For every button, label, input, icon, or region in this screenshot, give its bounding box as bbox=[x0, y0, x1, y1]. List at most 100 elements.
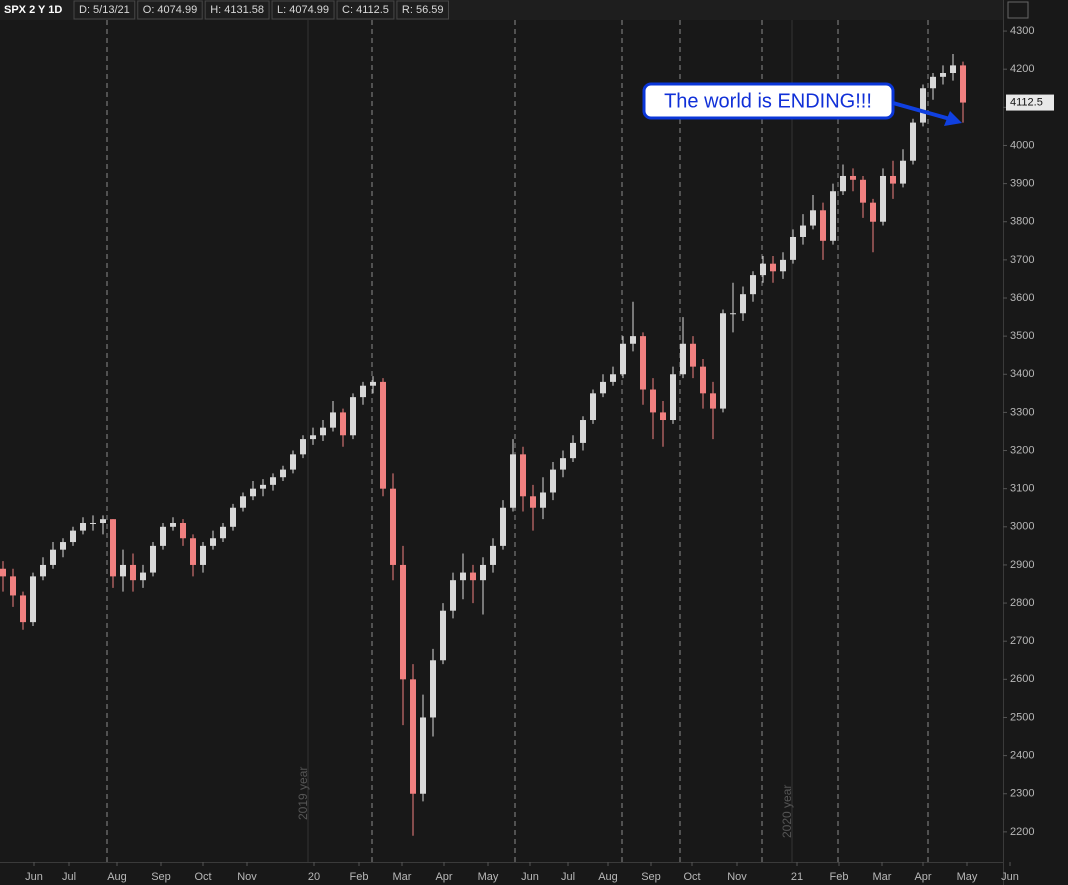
candle-body bbox=[160, 526, 166, 546]
header-box bbox=[336, 0, 395, 20]
y-tick-label: 3200 bbox=[1010, 444, 1034, 456]
candle-body bbox=[470, 572, 476, 581]
candle-body bbox=[830, 191, 836, 241]
candle-body bbox=[900, 160, 906, 184]
candle-body bbox=[680, 343, 686, 375]
x-tick-label: Mar bbox=[393, 871, 412, 883]
candle-body bbox=[330, 412, 336, 428]
y-tick-label: 4000 bbox=[1010, 139, 1034, 151]
candle-body bbox=[230, 507, 236, 527]
candle-body bbox=[670, 374, 676, 421]
candle-body bbox=[780, 259, 786, 272]
y-tick-label: 2600 bbox=[1010, 673, 1034, 685]
candle-body bbox=[10, 576, 16, 596]
header-field: O: 4074.99 bbox=[143, 4, 197, 16]
candle-body bbox=[400, 564, 406, 680]
candle-body bbox=[650, 389, 656, 413]
candle-body bbox=[590, 393, 596, 421]
candle-body bbox=[60, 542, 66, 550]
y-tick-label: 3800 bbox=[1010, 216, 1034, 228]
candle-body bbox=[360, 385, 366, 398]
x-tick-label: Sep bbox=[641, 871, 661, 883]
x-tick-label: Jun bbox=[25, 871, 43, 883]
candle-body bbox=[960, 65, 966, 103]
y-tick-label: 2500 bbox=[1010, 711, 1034, 723]
y-tick-label: 3000 bbox=[1010, 521, 1034, 533]
header-box bbox=[396, 0, 450, 20]
candle-body bbox=[660, 412, 666, 421]
candle-body bbox=[460, 572, 466, 581]
candle-body bbox=[340, 412, 346, 436]
candle-body bbox=[20, 595, 26, 623]
y-tick-label: 4300 bbox=[1010, 25, 1034, 37]
candle-body bbox=[920, 88, 926, 123]
candle-body bbox=[690, 343, 696, 367]
x-tick-label: Jul bbox=[561, 871, 575, 883]
candle-body bbox=[820, 210, 826, 241]
candle-body bbox=[810, 210, 816, 226]
candle-body bbox=[170, 522, 176, 527]
candle-body bbox=[760, 263, 766, 276]
candle-body bbox=[880, 175, 886, 222]
candle-body bbox=[260, 484, 266, 489]
candle-body bbox=[0, 568, 6, 577]
annotation-box bbox=[642, 82, 895, 120]
x-tick-label: Jun bbox=[1001, 871, 1019, 883]
header-box bbox=[73, 0, 136, 20]
candle-body bbox=[710, 393, 716, 409]
candle-body bbox=[750, 275, 756, 295]
candle-body bbox=[480, 564, 486, 581]
annotation-text: The world is ENDING!!! bbox=[664, 90, 872, 112]
candle-body bbox=[40, 564, 46, 577]
y-tick-label: 2200 bbox=[1010, 826, 1034, 838]
candle-body bbox=[390, 488, 396, 565]
candle-body bbox=[420, 717, 426, 794]
x-tick-label: Aug bbox=[107, 871, 127, 883]
y-tick-label: 3100 bbox=[1010, 483, 1034, 495]
candle-body bbox=[290, 454, 296, 470]
x-tick-label: 21 bbox=[791, 871, 803, 883]
candle-body bbox=[770, 263, 776, 272]
y-tick-label: 2400 bbox=[1010, 750, 1034, 762]
candle-body bbox=[300, 439, 306, 455]
x-tick-label: Mar bbox=[873, 871, 892, 883]
x-tick-label: Nov bbox=[237, 871, 257, 883]
candle-body bbox=[30, 576, 36, 623]
candle-body bbox=[150, 545, 156, 573]
x-tick-label: Oct bbox=[683, 871, 700, 883]
candle-body bbox=[580, 420, 586, 443]
year-lines bbox=[307, 20, 793, 862]
candle-body bbox=[220, 526, 226, 539]
candle-body bbox=[250, 488, 256, 497]
header-field: L: 4074.99 bbox=[277, 4, 329, 16]
candle-body bbox=[190, 538, 196, 565]
candle-body bbox=[120, 564, 126, 577]
header-field: H: 4131.58 bbox=[210, 4, 264, 16]
x-tick-label: May bbox=[478, 871, 499, 883]
x-tick-label: Oct bbox=[194, 871, 211, 883]
toolbar-icon[interactable] bbox=[1007, 1, 1029, 19]
candle-body bbox=[320, 427, 326, 436]
candle-body bbox=[130, 564, 136, 581]
candle-body bbox=[950, 65, 956, 74]
header-box bbox=[204, 0, 270, 20]
x-tick-label: Apr bbox=[435, 871, 452, 883]
annotation: The world is ENDING!!! bbox=[642, 82, 962, 126]
x-tick-label: 20 bbox=[308, 871, 320, 883]
candle-body bbox=[910, 122, 916, 161]
candle-body bbox=[530, 496, 536, 508]
candle-body bbox=[510, 454, 516, 508]
candle-body bbox=[450, 580, 456, 611]
candle-body bbox=[370, 381, 376, 386]
last-price-label: 4112.5 bbox=[1010, 96, 1043, 108]
candle-body bbox=[210, 538, 216, 546]
header-box bbox=[271, 0, 335, 20]
candle-body bbox=[720, 313, 726, 409]
candle-body bbox=[560, 458, 566, 470]
y-tick-label: 3600 bbox=[1010, 292, 1034, 304]
header-field: R: 56.59 bbox=[402, 4, 444, 16]
candle-body bbox=[80, 522, 86, 531]
candle-body bbox=[520, 454, 526, 497]
